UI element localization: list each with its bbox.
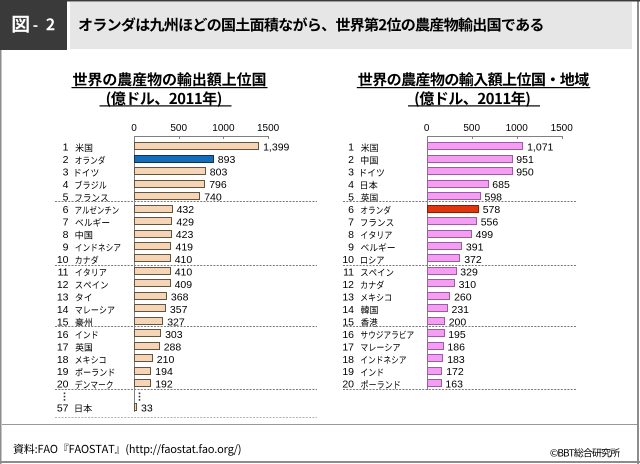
svg-text:803: 803 <box>210 167 228 179</box>
svg-text:598: 598 <box>485 192 503 204</box>
svg-text:192: 192 <box>155 379 173 391</box>
svg-text:13: 13 <box>57 291 69 303</box>
svg-text:893: 893 <box>218 154 236 166</box>
svg-text:951: 951 <box>516 154 534 166</box>
svg-text:57: 57 <box>57 402 69 414</box>
svg-text:19: 19 <box>57 366 69 378</box>
svg-text:172: 172 <box>446 366 464 378</box>
svg-text:1500: 1500 <box>551 123 574 134</box>
svg-text:8: 8 <box>63 229 69 241</box>
svg-text:200: 200 <box>449 316 467 328</box>
svg-text:13: 13 <box>342 291 354 303</box>
svg-text:2: 2 <box>348 154 354 166</box>
svg-text:18: 18 <box>342 354 354 366</box>
svg-text:303: 303 <box>165 329 183 341</box>
svg-text:429: 429 <box>176 217 194 229</box>
svg-text:740: 740 <box>204 192 222 204</box>
svg-text:6: 6 <box>63 204 69 216</box>
svg-text:10: 10 <box>342 254 354 266</box>
svg-text:260: 260 <box>454 291 472 303</box>
svg-text:14: 14 <box>342 304 354 316</box>
svg-text:329: 329 <box>460 266 478 278</box>
svg-text:368: 368 <box>171 291 189 303</box>
svg-text:10: 10 <box>57 254 69 266</box>
svg-text:9: 9 <box>63 242 69 254</box>
svg-text:500: 500 <box>463 123 480 134</box>
svg-text:950: 950 <box>516 167 534 179</box>
svg-text:685: 685 <box>492 179 510 191</box>
svg-text:423: 423 <box>176 229 194 241</box>
svg-text:18: 18 <box>57 354 69 366</box>
svg-text:12: 12 <box>57 279 69 291</box>
svg-text:391: 391 <box>466 242 484 254</box>
svg-text:1000: 1000 <box>212 123 235 134</box>
svg-text:1,399: 1,399 <box>263 142 289 154</box>
svg-text:20: 20 <box>342 379 354 391</box>
svg-text:9: 9 <box>348 242 354 254</box>
svg-text:1,071: 1,071 <box>527 142 553 154</box>
svg-text:1: 1 <box>63 142 69 154</box>
svg-text:194: 194 <box>155 366 173 378</box>
svg-text:4: 4 <box>348 179 354 191</box>
svg-text:210: 210 <box>157 354 175 366</box>
svg-text:4: 4 <box>63 179 69 191</box>
svg-text:499: 499 <box>476 229 494 241</box>
svg-text:5: 5 <box>348 192 354 204</box>
svg-text:556: 556 <box>481 217 499 229</box>
svg-text:16: 16 <box>57 329 69 341</box>
svg-text:372: 372 <box>464 254 482 266</box>
svg-text:19: 19 <box>342 366 354 378</box>
svg-text:310: 310 <box>459 279 477 291</box>
svg-text:6: 6 <box>348 204 354 216</box>
svg-text:5: 5 <box>63 192 69 204</box>
svg-text:7: 7 <box>63 217 69 229</box>
svg-text:15: 15 <box>342 316 354 328</box>
svg-text:410: 410 <box>175 254 193 266</box>
svg-text:7: 7 <box>348 217 354 229</box>
svg-text:432: 432 <box>177 204 195 216</box>
svg-text:11: 11 <box>343 266 354 278</box>
svg-text:231: 231 <box>452 304 470 316</box>
svg-text:419: 419 <box>176 242 194 254</box>
svg-text:16: 16 <box>342 329 354 341</box>
svg-text:12: 12 <box>342 279 354 291</box>
svg-text:578: 578 <box>483 204 501 216</box>
svg-text:409: 409 <box>175 279 193 291</box>
svg-text:195: 195 <box>448 329 466 341</box>
svg-text:17: 17 <box>57 341 69 353</box>
svg-text:796: 796 <box>209 179 227 191</box>
svg-text:186: 186 <box>447 341 465 353</box>
svg-text:15: 15 <box>57 316 69 328</box>
svg-text:357: 357 <box>170 304 188 316</box>
svg-text:410: 410 <box>175 266 193 278</box>
svg-text:14: 14 <box>57 304 69 316</box>
svg-text:500: 500 <box>170 123 187 134</box>
svg-text:1: 1 <box>348 142 354 154</box>
svg-text:3: 3 <box>348 167 354 179</box>
svg-text:2: 2 <box>63 154 69 166</box>
svg-text:0: 0 <box>424 123 430 134</box>
svg-text:1500: 1500 <box>257 123 280 134</box>
svg-text:327: 327 <box>167 316 185 328</box>
svg-text:17: 17 <box>342 341 354 353</box>
svg-text:33: 33 <box>141 402 153 414</box>
svg-text:20: 20 <box>57 379 69 391</box>
svg-text:3: 3 <box>63 167 69 179</box>
svg-text:1000: 1000 <box>506 123 529 134</box>
svg-text:163: 163 <box>445 379 463 391</box>
svg-text:183: 183 <box>447 354 465 366</box>
svg-text:288: 288 <box>164 341 182 353</box>
svg-text:8: 8 <box>348 229 354 241</box>
svg-text:11: 11 <box>58 266 69 278</box>
svg-text:0: 0 <box>131 123 137 134</box>
